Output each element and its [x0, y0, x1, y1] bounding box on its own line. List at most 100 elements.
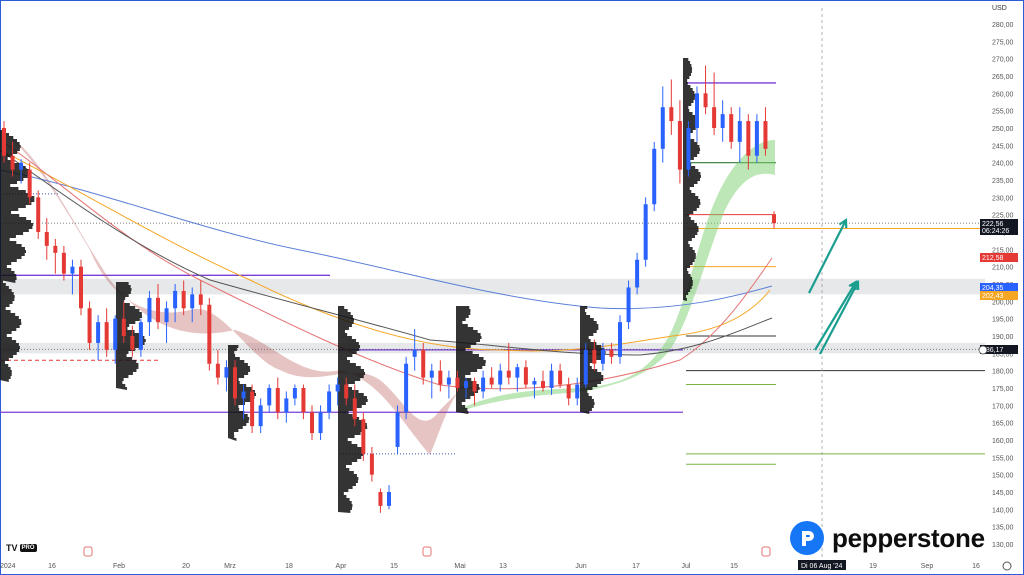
- y-tick-label: 275,00: [992, 39, 1014, 46]
- candle-body: [532, 381, 537, 385]
- y-tick-label: 135,00: [992, 525, 1014, 532]
- x-tick-label: 15: [390, 563, 398, 570]
- candle-body: [96, 322, 101, 343]
- x-tick-label: Feb: [113, 563, 125, 570]
- candle-body: [10, 155, 15, 170]
- candle-body: [575, 384, 580, 399]
- date-marker-text: Di 06 Aug '24: [801, 563, 843, 570]
- y-tick-label: 140,00: [992, 507, 1014, 514]
- x-tick-label: Sep: [921, 563, 934, 570]
- candle-body: [378, 492, 383, 506]
- price-badge: [980, 253, 1018, 262]
- x-tick-label: Mai: [454, 563, 466, 570]
- chart-settings-icon: [1002, 561, 1012, 571]
- candle-body: [729, 114, 734, 142]
- x-tick-label: 16: [48, 563, 56, 570]
- candle-body: [173, 290, 178, 309]
- candle-body: [138, 322, 143, 350]
- candle-body: [258, 405, 263, 427]
- candle-body: [720, 114, 725, 128]
- tradingview-logo: TV PRO: [6, 543, 37, 553]
- candle-body: [36, 197, 41, 232]
- y-tick-label: 235,00: [992, 178, 1014, 185]
- candle-body: [292, 388, 297, 399]
- trend-arrow: [808, 219, 847, 294]
- y-tick-label: 195,00: [992, 317, 1014, 324]
- candle-body: [592, 349, 597, 364]
- y-tick-label: 270,00: [992, 57, 1014, 64]
- brand-watermark: pepperstone: [790, 518, 985, 558]
- candle-body: [87, 308, 92, 343]
- brand-name: pepperstone: [832, 522, 985, 553]
- x-tick-label: 15: [730, 563, 738, 570]
- candle-body: [669, 107, 674, 122]
- candle-body: [130, 336, 135, 350]
- candle-body: [310, 412, 314, 434]
- candle-body: [369, 453, 374, 475]
- trend-arrow-head: [850, 279, 860, 291]
- candle-body: [181, 290, 186, 309]
- trend-arrow: [814, 281, 857, 351]
- moving-average-red: [0, 139, 773, 390]
- candle-body: [600, 349, 605, 364]
- candle-body: [19, 162, 24, 170]
- candle-body: [61, 252, 66, 274]
- candle-body: [549, 370, 554, 388]
- candle-body: [558, 370, 563, 385]
- price-badge: [980, 291, 1018, 300]
- candle-body: [44, 232, 49, 246]
- candle-body: [763, 121, 768, 149]
- candle-body: [113, 318, 118, 350]
- candle-body: [712, 107, 717, 128]
- candle-body: [481, 377, 486, 392]
- moving-average-grey: [0, 149, 773, 356]
- candle-body: [267, 388, 272, 406]
- candle-body: [327, 391, 332, 413]
- candle-body: [515, 367, 520, 378]
- candle-body: [772, 214, 776, 224]
- candle-body: [703, 93, 708, 108]
- date-marker-badge: [798, 560, 846, 570]
- y-tick-label: 260,00: [992, 91, 1014, 98]
- x-tick-label: Mrz: [224, 563, 236, 570]
- candle-body: [746, 121, 751, 156]
- y-tick-label: 160,00: [992, 438, 1014, 445]
- y-tick-label: 265,00: [992, 74, 1014, 81]
- price-badge-value: 222,56: [982, 221, 1004, 228]
- candle-body: [438, 370, 443, 385]
- candle-body: [224, 367, 229, 378]
- moving-average-blue: [0, 169, 773, 310]
- y-tick-label: 145,00: [992, 490, 1014, 497]
- x-tick-label: 18: [285, 563, 293, 570]
- candle-body: [387, 492, 391, 506]
- currency-label: USD: [992, 5, 1007, 12]
- candle-body: [335, 384, 340, 392]
- candle-body: [79, 266, 83, 309]
- candle-body: [27, 169, 32, 198]
- candle-body: [566, 384, 571, 399]
- y-tick-label: 250,00: [992, 126, 1014, 133]
- candle-body: [53, 245, 58, 253]
- y-tick-label: 215,00: [992, 247, 1014, 254]
- price-badge-value: 212,58: [982, 255, 1004, 262]
- y-tick-label: 230,00: [992, 195, 1014, 202]
- candle-body: [275, 388, 280, 413]
- candle-body: [677, 121, 682, 170]
- candle-body: [635, 259, 640, 288]
- price-badge-countdown: 06:24:26: [982, 228, 1009, 235]
- x-tick-label: Jul: [682, 563, 691, 570]
- candle-body: [464, 381, 468, 388]
- candle-body: [318, 412, 323, 434]
- y-tick-label: 130,00: [992, 542, 1014, 549]
- candle-body: [652, 148, 657, 205]
- y-tick-label: 240,00: [992, 161, 1014, 168]
- x-tick-label: Jun: [575, 563, 586, 570]
- candle-body: [695, 93, 699, 128]
- y-tick-label: 210,00: [992, 265, 1014, 272]
- candle-body: [284, 398, 289, 413]
- red-ribbon: [0, 130, 460, 455]
- candle-body: [190, 294, 195, 309]
- x-tick-label: Apr: [336, 563, 348, 570]
- x-tick-label: 17: [632, 563, 640, 570]
